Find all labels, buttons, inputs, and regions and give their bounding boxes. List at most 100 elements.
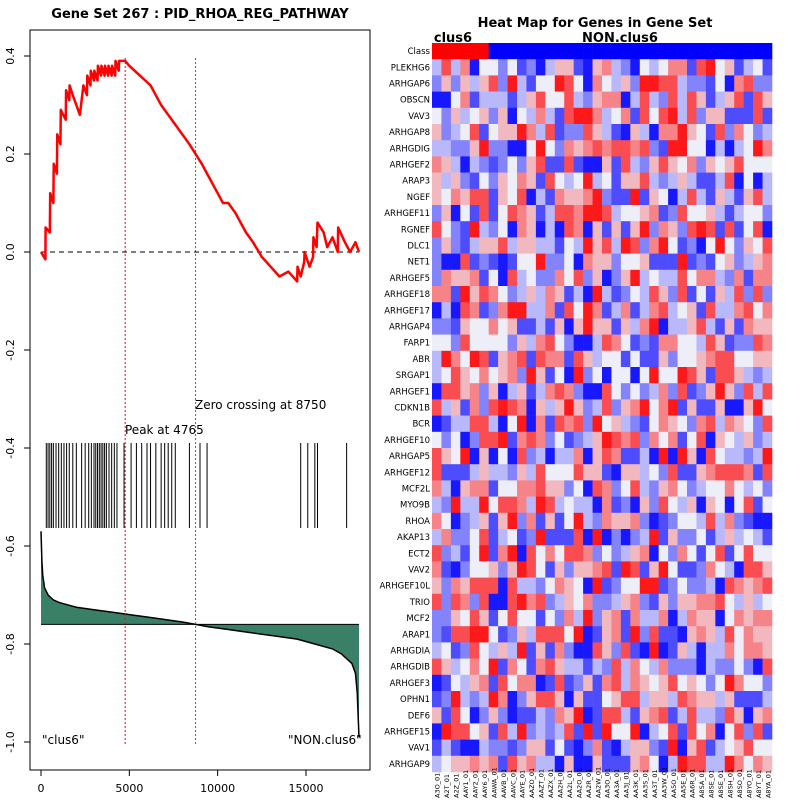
heatmap-cell (545, 172, 556, 190)
column-label: A8SE_01 (708, 770, 716, 798)
heatmap-cell (545, 448, 556, 465)
heatmap-cell (687, 318, 697, 335)
heatmap-cell (696, 253, 707, 271)
heatmap-cell (668, 512, 678, 530)
column-label: AA3W_01 (660, 767, 668, 798)
heatmap-cell (498, 221, 508, 238)
heatmap-cell (705, 59, 716, 76)
heatmap-cell (479, 221, 489, 238)
column-label: AA5O_01 (670, 768, 678, 798)
heatmap-cell (479, 739, 489, 757)
heatmap-cell (602, 205, 612, 222)
heatmap-cell (507, 610, 518, 627)
heatmap-cell (620, 545, 631, 562)
heatmap-cell (592, 496, 603, 514)
heatmap-cell (677, 448, 688, 465)
heatmap-cell (460, 75, 471, 92)
heatmap-cell (668, 545, 678, 562)
heatmap-cell (460, 107, 471, 125)
heatmap-cell (743, 431, 754, 449)
heatmap-cell (507, 674, 518, 692)
row-label: Class (408, 47, 431, 57)
heatmap-cell (639, 172, 650, 190)
heatmap-cell (611, 91, 622, 109)
heatmap-cell (535, 448, 546, 465)
heatmap-cell (460, 221, 471, 238)
heatmap-cell (649, 561, 659, 578)
heatmap-cell (602, 334, 612, 352)
row-label: ARHGEF10 (384, 436, 430, 446)
heatmap-cell (564, 269, 574, 287)
heatmap-cell (507, 577, 518, 595)
heatmap-cell (545, 674, 556, 692)
heatmap-cell (762, 75, 773, 92)
row-label: DEF6 (408, 711, 430, 721)
heatmap-cell (658, 707, 669, 724)
heatmap-cell (649, 107, 659, 125)
heatmap-cell (573, 431, 584, 449)
heatmap-cell (753, 350, 763, 368)
row-label: ABR (412, 355, 430, 365)
heatmap-cell (602, 399, 612, 416)
heatmap-cell (611, 610, 622, 627)
class-cell (592, 43, 603, 60)
heatmap-cell (639, 140, 650, 157)
row-label: VAV2 (408, 566, 430, 576)
heatmap-cell (639, 350, 650, 368)
heatmap-cell (705, 464, 716, 481)
heatmap-cell (564, 691, 574, 708)
heatmap-cell (705, 707, 716, 724)
heatmap-cell (469, 577, 480, 595)
heatmap-cell (441, 318, 452, 335)
heatmap-cell (592, 577, 603, 595)
heatmap-cell (715, 221, 726, 238)
heatmap-cell (696, 448, 707, 465)
heatmap-cell (639, 561, 650, 578)
heatmap-cell (450, 561, 461, 578)
row-label: AKAP13 (397, 533, 430, 543)
heatmap-cell (507, 561, 518, 578)
heatmap-cell (630, 205, 641, 222)
class-cell (554, 43, 565, 60)
heatmap-cell (762, 707, 773, 724)
heatmap-cell (441, 140, 452, 157)
heatmap-cell (649, 237, 659, 254)
heatmap-cell (441, 431, 452, 449)
heatmap-cell (498, 205, 508, 222)
heatmap-cell (488, 707, 499, 724)
heatmap-cell (687, 674, 697, 692)
heatmap-cell (696, 140, 707, 157)
heatmap-cell (611, 221, 622, 238)
heatmap-cell (639, 383, 650, 400)
heatmap-cell (526, 399, 537, 416)
heatmap-cell (705, 691, 716, 708)
heatmap-cell (517, 610, 527, 627)
heatmap-cell (450, 739, 461, 757)
class-cell (460, 43, 471, 60)
heatmap-cell (479, 367, 489, 384)
heatmap-cell (583, 691, 593, 708)
heatmap-cell (734, 124, 744, 141)
heatmap-cell (469, 529, 480, 546)
heatmap-cell (715, 91, 726, 109)
heatmap-cell (517, 691, 527, 708)
heatmap-cell (517, 140, 527, 157)
heatmap-cell (602, 642, 612, 659)
heatmap-cell (545, 302, 556, 319)
heatmap-cell (554, 691, 565, 708)
heatmap-cell (554, 610, 565, 627)
heatmap-cell (696, 739, 707, 757)
heatmap-cell (526, 755, 537, 773)
heatmap-cell (507, 399, 518, 416)
heatmap-cell (517, 172, 527, 190)
heatmap-cell (715, 448, 726, 465)
heatmap-cell (573, 723, 584, 740)
heatmap-cell (677, 399, 688, 416)
heatmap-cell (554, 237, 565, 254)
heatmap-cell (620, 658, 631, 676)
heatmap-cell (677, 124, 688, 141)
heatmap-cell (630, 188, 641, 206)
heatmap-cell (554, 156, 565, 173)
heatmap-cell (630, 172, 641, 190)
